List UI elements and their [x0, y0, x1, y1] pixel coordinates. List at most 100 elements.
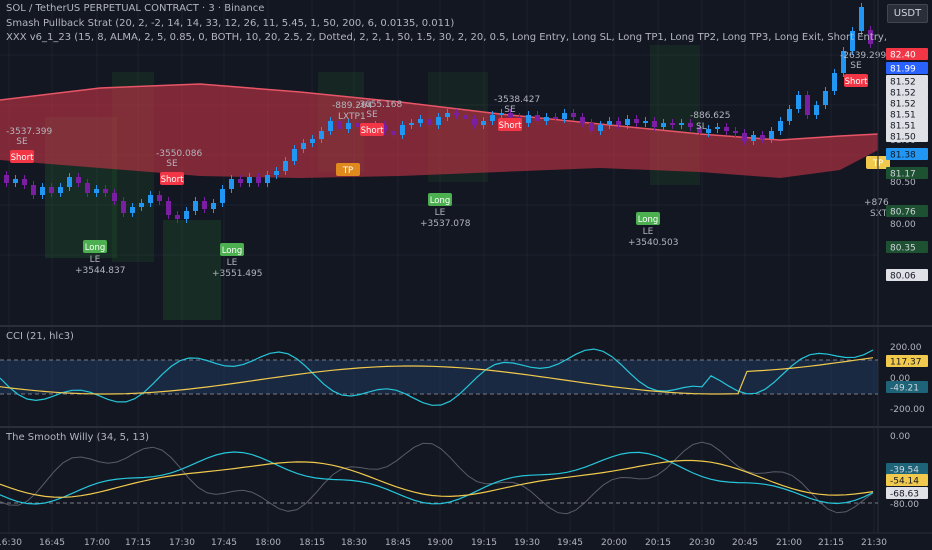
candle[interactable]: [256, 177, 261, 183]
willy-slow-line[interactable]: [0, 459, 874, 498]
candle[interactable]: [67, 177, 72, 187]
candle[interactable]: [463, 115, 468, 119]
short-marker[interactable]: Short: [498, 118, 522, 131]
candle[interactable]: [841, 51, 846, 73]
candle[interactable]: [859, 7, 864, 31]
time-axis[interactable]: 16:30 16:45 17:00 17:15 17:30 17:45 18:00 18:15…: [0, 538, 887, 548]
candle[interactable]: [733, 131, 738, 133]
candle[interactable]: [778, 121, 783, 131]
candle[interactable]: [148, 195, 153, 203]
candle[interactable]: [193, 201, 198, 211]
tp-marker[interactable]: TP: [336, 163, 360, 176]
candle[interactable]: [4, 175, 9, 183]
candle[interactable]: [625, 119, 630, 125]
candle[interactable]: [265, 175, 270, 183]
cci-line[interactable]: [0, 348, 874, 406]
candle[interactable]: [751, 135, 756, 141]
candle[interactable]: [715, 127, 720, 129]
candle[interactable]: [742, 133, 747, 141]
candle[interactable]: [40, 187, 45, 195]
candle[interactable]: [49, 187, 54, 193]
candle[interactable]: [607, 121, 612, 125]
candle[interactable]: [508, 113, 513, 117]
candle[interactable]: [535, 115, 540, 121]
candle[interactable]: [499, 113, 504, 115]
candle[interactable]: [706, 129, 711, 133]
candle[interactable]: [805, 95, 810, 115]
candle[interactable]: [112, 193, 117, 201]
candle[interactable]: [355, 123, 360, 127]
candle[interactable]: [139, 203, 144, 207]
candle[interactable]: [427, 119, 432, 125]
cci-signal-line[interactable]: [0, 357, 874, 395]
long-marker[interactable]: Long: [636, 212, 660, 225]
candle[interactable]: [760, 135, 765, 139]
candle[interactable]: [184, 211, 189, 219]
candle[interactable]: [274, 171, 279, 175]
candle[interactable]: [661, 123, 666, 127]
candle[interactable]: [634, 119, 639, 123]
candle[interactable]: [589, 123, 594, 131]
candle[interactable]: [670, 123, 675, 125]
long-marker[interactable]: Long: [428, 193, 452, 206]
short-marker[interactable]: Short: [10, 150, 34, 163]
candle[interactable]: [319, 131, 324, 139]
candle[interactable]: [283, 161, 288, 171]
candle[interactable]: [814, 105, 819, 115]
willy-raw-line[interactable]: [0, 441, 874, 515]
study-legend-xxx[interactable]: XXX v6_1_23 (15, 8, ALMA, 2, 5, 0.85, 0,…: [6, 32, 886, 43]
candle[interactable]: [85, 183, 90, 193]
candle[interactable]: [382, 125, 387, 131]
candle[interactable]: [823, 91, 828, 105]
candle[interactable]: [229, 179, 234, 189]
candle[interactable]: [211, 203, 216, 209]
candle[interactable]: [166, 201, 171, 215]
candle[interactable]: [787, 109, 792, 121]
willy-fast-line[interactable]: [0, 451, 874, 505]
candle[interactable]: [598, 125, 603, 131]
candle[interactable]: [409, 123, 414, 125]
long-marker[interactable]: Long: [83, 240, 107, 253]
candle[interactable]: [616, 121, 621, 125]
candle[interactable]: [418, 119, 423, 123]
candle[interactable]: [400, 125, 405, 135]
candle[interactable]: [247, 177, 252, 183]
candle[interactable]: [292, 149, 297, 161]
candle[interactable]: [571, 113, 576, 117]
candle[interactable]: [391, 131, 396, 135]
candle[interactable]: [544, 117, 549, 121]
candle[interactable]: [472, 119, 477, 125]
cci-pane[interactable]: [0, 348, 878, 406]
candle[interactable]: [868, 30, 873, 44]
candle[interactable]: [697, 127, 702, 133]
candle[interactable]: [121, 201, 126, 213]
candle[interactable]: [490, 115, 495, 121]
candle[interactable]: [643, 121, 648, 123]
currency-button[interactable]: USDT: [887, 4, 928, 23]
short-marker[interactable]: Short: [160, 172, 184, 185]
candle[interactable]: [310, 139, 315, 143]
candle[interactable]: [481, 121, 486, 125]
candle[interactable]: [679, 123, 684, 125]
candle[interactable]: [454, 113, 459, 115]
candle[interactable]: [157, 195, 162, 201]
candle[interactable]: [337, 121, 342, 129]
candle[interactable]: [553, 117, 558, 119]
candle[interactable]: [769, 131, 774, 139]
candle[interactable]: [796, 95, 801, 109]
candle[interactable]: [76, 177, 81, 183]
candle[interactable]: [832, 73, 837, 91]
price-axis[interactable]: 82.0081.5081.0080.5080.0082.4081.9981.52…: [886, 48, 928, 510]
candle[interactable]: [445, 113, 450, 117]
candle[interactable]: [346, 123, 351, 129]
candle[interactable]: [13, 179, 18, 183]
candle[interactable]: [31, 185, 36, 195]
candle[interactable]: [688, 123, 693, 127]
candle[interactable]: [103, 189, 108, 193]
candle[interactable]: [22, 179, 27, 185]
short-marker[interactable]: Short: [844, 74, 868, 87]
candle[interactable]: [328, 121, 333, 131]
candle[interactable]: [130, 207, 135, 213]
